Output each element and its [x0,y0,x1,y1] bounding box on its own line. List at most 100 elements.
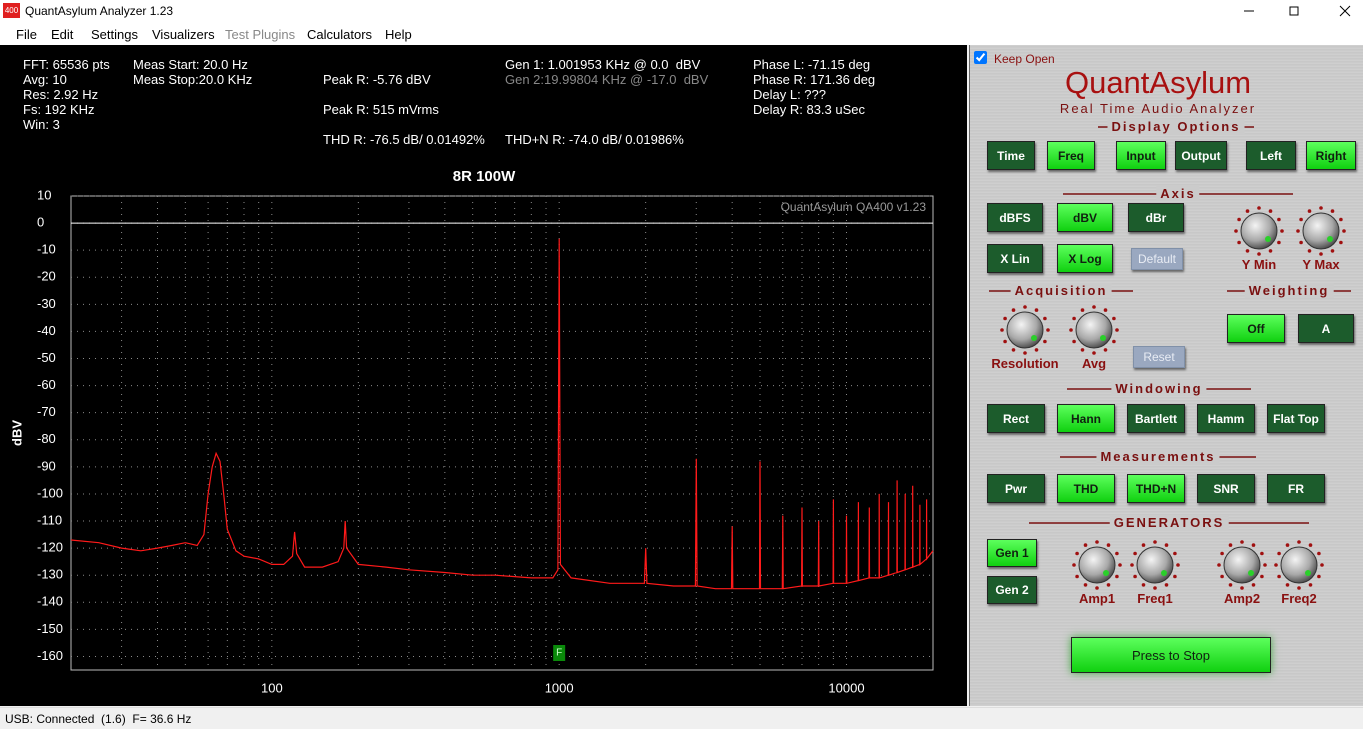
toggle-button[interactable]: Input [1116,141,1166,170]
knob-tick [1274,563,1278,567]
maximize[interactable] [1289,6,1299,16]
toggle-button[interactable]: dBFS [987,203,1043,232]
menu-item[interactable]: Calculators [307,27,373,42]
knob-tick [1330,249,1335,253]
menu-bar: File Edit Settings Visualizers Test Plugins C… [0,22,1363,45]
toggle-button[interactable]: Bartlett [1127,404,1185,433]
brand: QuantAsylum [1064,65,1252,100]
toggle-button[interactable]: X Log [1057,244,1113,273]
knob-tick [1308,543,1313,547]
toggle-button[interactable]: Flat Top [1267,404,1325,433]
menu-item[interactable]: Test Plugins [225,27,296,42]
chart-title: 8R 100W [453,168,516,185]
knob-label: Resolution [991,356,1059,371]
toggle-button[interactable]: Pwr [987,474,1045,503]
toggle-button[interactable]: Rect [987,404,1045,433]
knob-tick [1245,209,1250,213]
knob-tick [1251,583,1256,587]
knob[interactable] [1240,212,1278,250]
toggle-button[interactable]: Hann [1057,404,1115,433]
control-panel: Keep Open QuantAsylum Real Time Audio An… [969,45,1363,706]
knob-tick [1130,563,1134,567]
toggle-button[interactable]: Freq [1047,141,1095,170]
knob[interactable] [1006,311,1044,349]
knob-indicator [1248,570,1254,576]
knob-tick [1307,209,1312,213]
knob-tick [1228,543,1233,547]
knob-tick [1297,540,1301,544]
knob-tick [1112,339,1116,344]
menu-item[interactable]: Edit [51,27,74,42]
menu-item[interactable]: Visualizers [152,27,215,42]
toggle-button[interactable]: Right [1306,141,1356,170]
knob[interactable] [1302,212,1340,250]
status-bar: USB: Connected (1.6) F= 36.6 Hz [0,707,1363,729]
knob-tick [1153,586,1157,590]
x-tick-label: 1000 [545,680,574,695]
knob-tick [1023,305,1027,309]
y-tick-label: -130 [37,567,63,582]
window-controls[interactable] [1230,0,1363,22]
y-tick-label: -100 [37,485,63,500]
knob-tick [1263,563,1267,567]
knob-tick [1072,563,1076,567]
readout: Fs: 192 KHz [23,102,95,117]
stop-button[interactable]: Press to Stop [1071,637,1271,673]
frequency-marker[interactable] [553,645,566,661]
toggle-button[interactable]: A [1298,314,1354,343]
title-bar: 400 QuantAsylum Analyzer 1.23 [0,0,1363,22]
knob-tick [1319,252,1323,256]
close[interactable] [1339,5,1351,17]
knob-tick [1075,551,1079,556]
toggle-button[interactable]: Output [1175,141,1227,170]
section-title: GENERATORS [1109,515,1229,530]
knob-tick [1069,328,1073,332]
y-tick-label: 10 [37,187,51,202]
readout: THD+N R: -74.0 dB/ 0.01986% [505,132,684,147]
knob-label: Amp2 [1223,591,1261,606]
menu-item[interactable]: Settings [91,27,138,42]
knob-tick [1297,586,1301,590]
knob-tick [1176,563,1180,567]
toggle-button[interactable]: Hamm [1197,404,1255,433]
knob-tick [1260,551,1264,556]
knob[interactable] [1280,546,1318,584]
toggle-button[interactable]: THD+N [1127,474,1185,503]
y-tick-label: -10 [37,242,56,257]
toggle-button[interactable]: Off [1227,314,1285,343]
toggle-button[interactable]: FR [1267,474,1325,503]
y-axis-label: dBV [9,420,24,446]
knob-tick [1220,551,1224,556]
knob-tick [1046,328,1050,332]
menu-item[interactable]: File [16,27,37,42]
toggle-button[interactable]: dBV [1057,203,1113,232]
knob[interactable] [1136,546,1174,584]
knob-tick [1317,551,1321,556]
knob-label: Avg [1081,356,1107,371]
knob[interactable] [1078,546,1116,584]
menu-item[interactable]: Help [385,27,412,42]
knob[interactable] [1223,546,1261,584]
toggle-button[interactable]: Gen 2 [987,576,1037,604]
knob-tick [1080,348,1085,352]
toggle-button[interactable]: X Lin [987,244,1043,273]
section-title: Weighting [1244,283,1334,298]
knob-tick [1095,540,1099,544]
y-tick-label: -20 [37,269,56,284]
readout: Win: 3 [23,117,60,132]
keep-open-checkbox[interactable] [974,51,987,64]
toggle-button[interactable]: SNR [1197,474,1255,503]
knob-tick [1141,583,1146,587]
readout: Gen 2:19.99804 KHz @ -17.0 dBV [505,72,709,87]
knob[interactable] [1075,311,1113,349]
toggle-button[interactable]: Time [987,141,1035,170]
toggle-button[interactable]: THD [1057,474,1115,503]
toggle-button[interactable]: dBr [1128,203,1184,232]
toggle-button[interactable]: Left [1246,141,1296,170]
knob-tick [1277,574,1281,579]
keep-open-label[interactable]: Keep Open [994,52,1055,66]
knob-indicator [1031,335,1037,341]
toggle-button[interactable]: Gen 1 [987,539,1037,567]
knob-tick [1083,543,1088,547]
